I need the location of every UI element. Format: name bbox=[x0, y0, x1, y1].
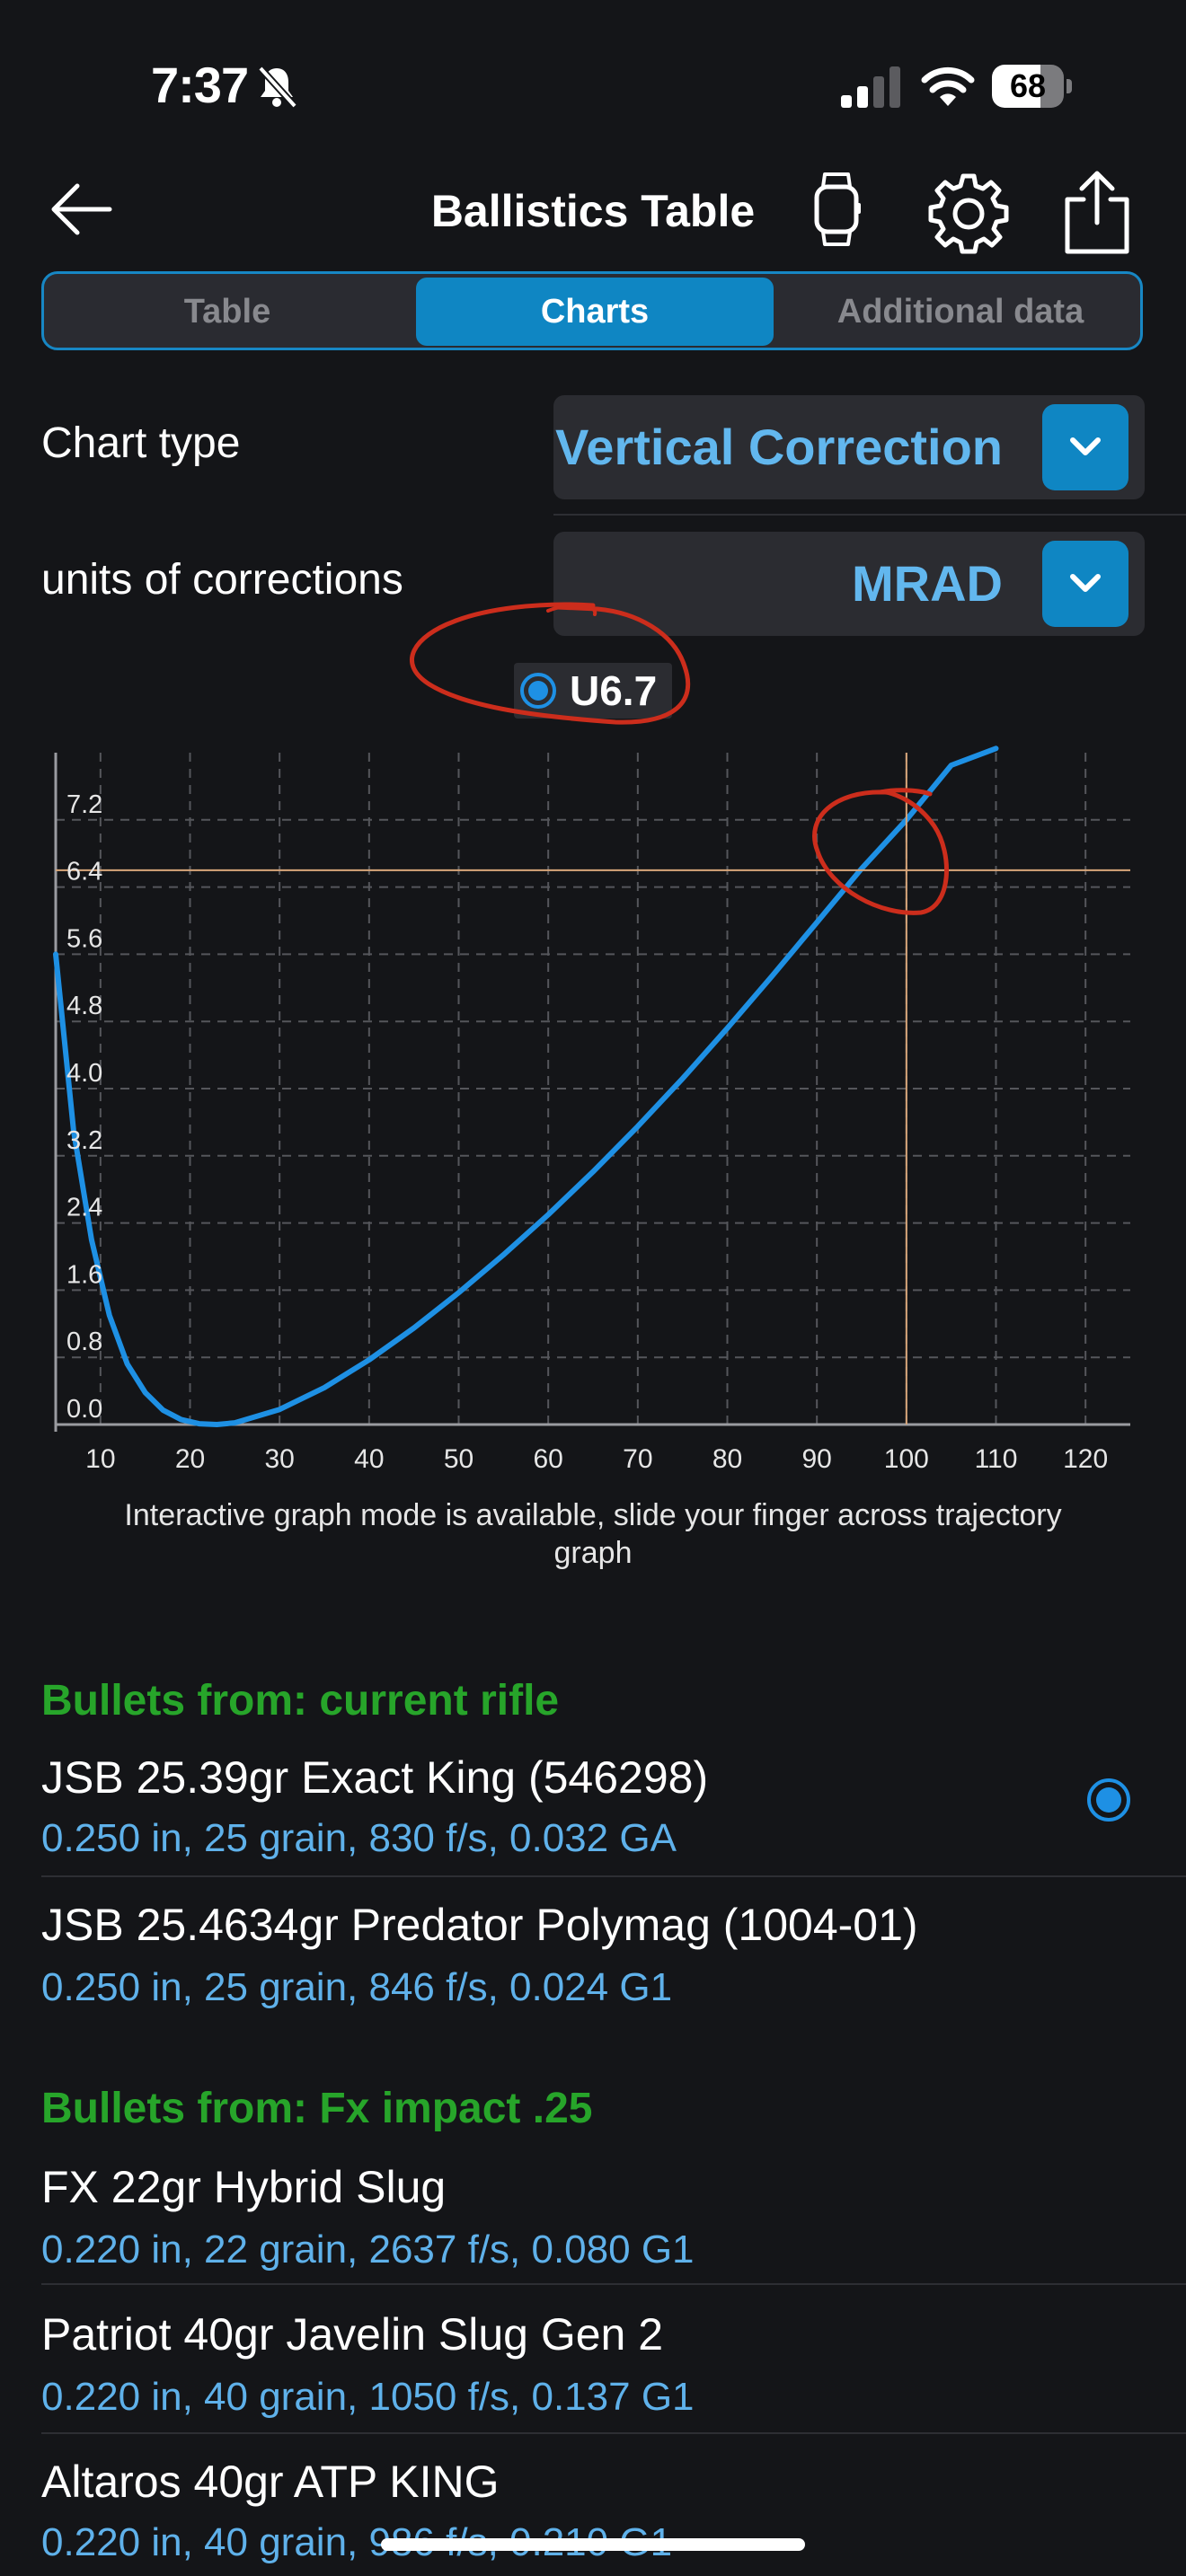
radio-selected-icon[interactable] bbox=[1085, 1777, 1132, 1823]
bullet-spec: 0.250 in, 25 grain, 846 f/s, 0.024 G1 bbox=[41, 1965, 673, 2009]
chevron-down-icon[interactable] bbox=[1042, 404, 1128, 490]
view-segmented-control: Table Charts Additional data bbox=[41, 271, 1143, 350]
y-tick-label: 1.6 bbox=[66, 1260, 102, 1289]
wifi-icon bbox=[921, 66, 975, 106]
divider bbox=[553, 514, 1186, 516]
y-tick-label: 3.2 bbox=[66, 1126, 102, 1155]
battery-percent: 68 bbox=[1009, 67, 1047, 104]
y-tick-label: 4.8 bbox=[66, 992, 102, 1020]
chart-type-value: Vertical Correction bbox=[555, 419, 1003, 475]
chart-type-label: Chart type bbox=[41, 419, 241, 467]
y-tick-label: 0.0 bbox=[66, 1395, 102, 1424]
y-tick-label: 5.6 bbox=[66, 924, 102, 953]
chevron-down-icon[interactable] bbox=[1042, 541, 1128, 627]
y-tick-label: 7.2 bbox=[66, 790, 102, 819]
x-tick-label: 40 bbox=[354, 1444, 384, 1474]
bullet-name: FX 22gr Hybrid Slug bbox=[41, 2162, 447, 2212]
x-tick-label: 60 bbox=[533, 1444, 562, 1474]
annotation-circle bbox=[812, 788, 949, 915]
bullet-spec: 0.220 in, 22 grain, 2637 f/s, 0.080 G1 bbox=[41, 2228, 695, 2272]
divider bbox=[41, 2432, 1186, 2434]
x-tick-label: 20 bbox=[175, 1444, 205, 1474]
bell-slash-icon bbox=[258, 66, 297, 109]
divider bbox=[41, 1875, 1186, 1877]
cellular-signal-icon bbox=[841, 66, 900, 108]
legend-item-u6-7[interactable]: U6.7 bbox=[514, 663, 672, 719]
divider bbox=[41, 2283, 1186, 2285]
x-tick-label: 30 bbox=[264, 1444, 294, 1474]
gear-icon[interactable] bbox=[925, 171, 1012, 257]
watch-icon[interactable] bbox=[809, 171, 864, 248]
status-time: 7:37 bbox=[151, 57, 249, 113]
x-tick-label: 50 bbox=[444, 1444, 474, 1474]
x-tick-label: 70 bbox=[623, 1444, 652, 1474]
home-indicator bbox=[381, 2538, 805, 2551]
bullet-spec: 0.220 in, 40 grain, 1050 f/s, 0.137 G1 bbox=[41, 2375, 695, 2419]
chart-type-select[interactable]: Vertical Correction bbox=[553, 395, 1145, 499]
bullet-name: Altaros 40gr ATP KING bbox=[41, 2457, 500, 2507]
bullet-name: JSB 25.39gr Exact King (546298) bbox=[41, 1752, 709, 1803]
x-tick-label: 90 bbox=[801, 1444, 831, 1474]
units-label: units of corrections bbox=[41, 556, 403, 604]
page-title: Ballistics Table bbox=[430, 186, 756, 236]
section-heading: Bullets from: Fx impact .25 bbox=[41, 2085, 593, 2132]
chart-hint: Interactive graph mode is available, sli… bbox=[124, 1498, 1062, 1570]
bullet-spec: 0.250 in, 25 grain, 830 f/s, 0.032 GA bbox=[41, 1816, 677, 1860]
units-value: MRAD bbox=[852, 555, 1003, 612]
arrow-left-icon[interactable] bbox=[47, 178, 119, 241]
x-tick-label: 80 bbox=[712, 1444, 742, 1474]
legend-label: U6.7 bbox=[570, 667, 658, 714]
y-tick-label: 2.4 bbox=[66, 1194, 102, 1222]
tab-additional-data[interactable]: Additional data bbox=[836, 293, 1084, 331]
annotation-scribble bbox=[410, 602, 691, 725]
x-tick-label: 10 bbox=[85, 1444, 115, 1474]
trajectory-chart[interactable]: 10 20 30 40 50 60 70 80 90 100 110 120 0.0 0.8 1.6 2.4 3… bbox=[0, 737, 1186, 1482]
bullet-name: JSB 25.4634gr Predator Polymag (1004-01) bbox=[41, 1900, 918, 1950]
x-tick-label: 120 bbox=[1063, 1444, 1108, 1474]
units-select[interactable]: MRAD bbox=[553, 532, 1145, 636]
bullet-name: Patriot 40gr Javelin Slug Gen 2 bbox=[41, 2309, 664, 2360]
x-tick-label: 110 bbox=[975, 1444, 1018, 1474]
y-tick-label: 0.8 bbox=[66, 1328, 102, 1356]
trajectory-line bbox=[53, 745, 999, 1427]
battery-indicator: 68 bbox=[992, 65, 1072, 108]
x-tick-label: 100 bbox=[884, 1444, 929, 1474]
y-tick-label: 6.4 bbox=[66, 858, 102, 887]
section-heading: Bullets from: current rifle bbox=[41, 1677, 560, 1725]
tab-table[interactable]: Table bbox=[183, 293, 271, 331]
tab-charts[interactable]: Charts bbox=[416, 278, 774, 346]
y-tick-label: 4.0 bbox=[66, 1059, 102, 1088]
share-icon[interactable] bbox=[1060, 169, 1134, 255]
radio-selected-icon[interactable] bbox=[519, 672, 557, 710]
